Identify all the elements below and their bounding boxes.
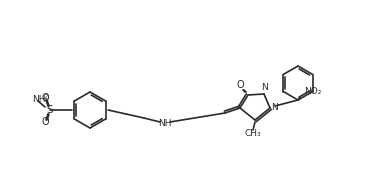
Text: NO₂: NO₂ bbox=[304, 87, 322, 96]
Text: O: O bbox=[41, 117, 49, 127]
Text: NH: NH bbox=[158, 120, 172, 128]
Text: NH: NH bbox=[32, 96, 45, 105]
Text: N: N bbox=[262, 83, 268, 92]
Text: CH₃: CH₃ bbox=[245, 130, 261, 139]
Text: N: N bbox=[271, 103, 277, 112]
Text: 2: 2 bbox=[44, 94, 48, 100]
Text: S: S bbox=[47, 105, 53, 115]
Text: O: O bbox=[41, 93, 49, 103]
Text: O: O bbox=[236, 80, 244, 90]
